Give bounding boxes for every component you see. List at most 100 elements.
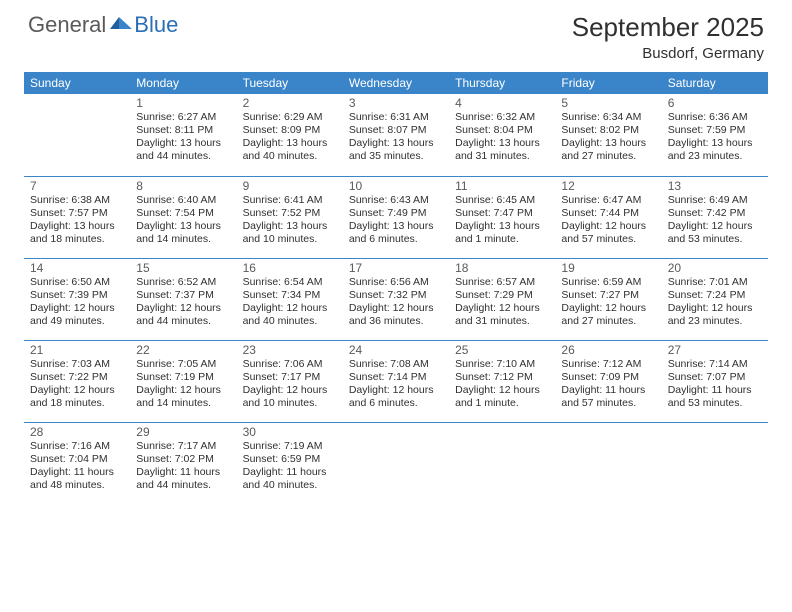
cell-text: Sunrise: 7:01 AM bbox=[668, 276, 762, 289]
calendar-body: 1Sunrise: 6:27 AMSunset: 8:11 PMDaylight… bbox=[24, 94, 768, 504]
cell-text: Daylight: 13 hours bbox=[30, 220, 124, 233]
cell-text: Sunrise: 7:05 AM bbox=[136, 358, 230, 371]
cell-text: and 57 minutes. bbox=[561, 233, 655, 246]
cell-text: Sunset: 7:19 PM bbox=[136, 371, 230, 384]
calendar-cell: 13Sunrise: 6:49 AMSunset: 7:42 PMDayligh… bbox=[662, 176, 768, 258]
logo-icon bbox=[108, 16, 132, 34]
cell-text: Daylight: 12 hours bbox=[30, 302, 124, 315]
cell-text: Sunset: 7:27 PM bbox=[561, 289, 655, 302]
cell-text: Sunrise: 7:14 AM bbox=[668, 358, 762, 371]
calendar-cell: 27Sunrise: 7:14 AMSunset: 7:07 PMDayligh… bbox=[662, 340, 768, 422]
day-number: 9 bbox=[243, 179, 337, 193]
cell-text: Sunset: 7:44 PM bbox=[561, 207, 655, 220]
cell-text: Sunrise: 6:45 AM bbox=[455, 194, 549, 207]
day-number: 1 bbox=[136, 96, 230, 110]
cell-text: Daylight: 13 hours bbox=[349, 220, 443, 233]
cell-text: Sunset: 7:47 PM bbox=[455, 207, 549, 220]
cell-text: Daylight: 13 hours bbox=[136, 137, 230, 150]
month-title: September 2025 bbox=[572, 12, 764, 43]
day-number: 18 bbox=[455, 261, 549, 275]
calendar-cell: 25Sunrise: 7:10 AMSunset: 7:12 PMDayligh… bbox=[449, 340, 555, 422]
cell-text: Sunrise: 6:57 AM bbox=[455, 276, 549, 289]
day-number: 8 bbox=[136, 179, 230, 193]
day-header-row: Sunday Monday Tuesday Wednesday Thursday… bbox=[24, 72, 768, 94]
cell-text: Sunrise: 7:17 AM bbox=[136, 440, 230, 453]
day-number: 17 bbox=[349, 261, 443, 275]
cell-text: Sunset: 6:59 PM bbox=[243, 453, 337, 466]
day-number: 23 bbox=[243, 343, 337, 357]
cell-text: and 14 minutes. bbox=[136, 397, 230, 410]
cell-text: Daylight: 12 hours bbox=[561, 302, 655, 315]
day-number: 27 bbox=[668, 343, 762, 357]
day-header: Saturday bbox=[662, 72, 768, 94]
cell-text: Sunset: 7:42 PM bbox=[668, 207, 762, 220]
cell-text: Daylight: 11 hours bbox=[136, 466, 230, 479]
logo: General Blue bbox=[28, 12, 178, 38]
calendar-table: Sunday Monday Tuesday Wednesday Thursday… bbox=[24, 72, 768, 504]
cell-text: and 18 minutes. bbox=[30, 397, 124, 410]
cell-text: Sunrise: 6:36 AM bbox=[668, 111, 762, 124]
cell-text: Sunset: 7:52 PM bbox=[243, 207, 337, 220]
calendar-cell: 2Sunrise: 6:29 AMSunset: 8:09 PMDaylight… bbox=[237, 94, 343, 176]
cell-text: Sunrise: 6:27 AM bbox=[136, 111, 230, 124]
cell-text: Daylight: 12 hours bbox=[136, 384, 230, 397]
calendar-week-row: 14Sunrise: 6:50 AMSunset: 7:39 PMDayligh… bbox=[24, 258, 768, 340]
cell-text: Sunrise: 6:40 AM bbox=[136, 194, 230, 207]
cell-text: Sunrise: 6:52 AM bbox=[136, 276, 230, 289]
cell-text: Daylight: 12 hours bbox=[561, 220, 655, 233]
cell-text: Sunset: 7:17 PM bbox=[243, 371, 337, 384]
cell-text: Sunrise: 6:32 AM bbox=[455, 111, 549, 124]
cell-text: Daylight: 13 hours bbox=[455, 220, 549, 233]
day-number: 24 bbox=[349, 343, 443, 357]
day-number: 12 bbox=[561, 179, 655, 193]
cell-text: Sunset: 8:11 PM bbox=[136, 124, 230, 137]
cell-text: Daylight: 11 hours bbox=[561, 384, 655, 397]
calendar-cell: 17Sunrise: 6:56 AMSunset: 7:32 PMDayligh… bbox=[343, 258, 449, 340]
cell-text: Sunset: 7:12 PM bbox=[455, 371, 549, 384]
cell-text: Sunset: 7:34 PM bbox=[243, 289, 337, 302]
logo-text-general: General bbox=[28, 12, 106, 38]
cell-text: Sunrise: 6:34 AM bbox=[561, 111, 655, 124]
day-number: 7 bbox=[30, 179, 124, 193]
cell-text: Sunset: 8:04 PM bbox=[455, 124, 549, 137]
cell-text: Sunrise: 7:08 AM bbox=[349, 358, 443, 371]
cell-text: and 36 minutes. bbox=[349, 315, 443, 328]
cell-text: and 10 minutes. bbox=[243, 233, 337, 246]
cell-text: Sunrise: 7:10 AM bbox=[455, 358, 549, 371]
calendar-cell: 16Sunrise: 6:54 AMSunset: 7:34 PMDayligh… bbox=[237, 258, 343, 340]
cell-text: Sunset: 7:14 PM bbox=[349, 371, 443, 384]
cell-text: and 40 minutes. bbox=[243, 150, 337, 163]
cell-text: Daylight: 12 hours bbox=[668, 302, 762, 315]
cell-text: Sunset: 7:32 PM bbox=[349, 289, 443, 302]
cell-text: and 6 minutes. bbox=[349, 233, 443, 246]
cell-text: Sunset: 7:54 PM bbox=[136, 207, 230, 220]
calendar-cell: 8Sunrise: 6:40 AMSunset: 7:54 PMDaylight… bbox=[130, 176, 236, 258]
cell-text: and 35 minutes. bbox=[349, 150, 443, 163]
calendar-cell: 21Sunrise: 7:03 AMSunset: 7:22 PMDayligh… bbox=[24, 340, 130, 422]
cell-text: Daylight: 12 hours bbox=[243, 384, 337, 397]
cell-text: Sunset: 7:04 PM bbox=[30, 453, 124, 466]
calendar-week-row: 1Sunrise: 6:27 AMSunset: 8:11 PMDaylight… bbox=[24, 94, 768, 176]
cell-text: Daylight: 13 hours bbox=[561, 137, 655, 150]
cell-text: Daylight: 13 hours bbox=[243, 137, 337, 150]
location: Busdorf, Germany bbox=[572, 45, 764, 62]
calendar-cell: 1Sunrise: 6:27 AMSunset: 8:11 PMDaylight… bbox=[130, 94, 236, 176]
calendar-cell: 18Sunrise: 6:57 AMSunset: 7:29 PMDayligh… bbox=[449, 258, 555, 340]
cell-text: and 44 minutes. bbox=[136, 479, 230, 492]
cell-text: Daylight: 12 hours bbox=[243, 302, 337, 315]
cell-text: Daylight: 12 hours bbox=[349, 384, 443, 397]
day-number: 5 bbox=[561, 96, 655, 110]
day-number: 4 bbox=[455, 96, 549, 110]
calendar-cell bbox=[662, 422, 768, 504]
cell-text: Sunset: 7:02 PM bbox=[136, 453, 230, 466]
cell-text: and 48 minutes. bbox=[30, 479, 124, 492]
header: General Blue September 2025 Busdorf, Ger… bbox=[0, 0, 792, 66]
calendar-cell: 24Sunrise: 7:08 AMSunset: 7:14 PMDayligh… bbox=[343, 340, 449, 422]
calendar-cell: 20Sunrise: 7:01 AMSunset: 7:24 PMDayligh… bbox=[662, 258, 768, 340]
logo-text-blue: Blue bbox=[134, 12, 178, 38]
cell-text: Daylight: 12 hours bbox=[668, 220, 762, 233]
cell-text: Daylight: 12 hours bbox=[136, 302, 230, 315]
day-number: 6 bbox=[668, 96, 762, 110]
cell-text: Daylight: 12 hours bbox=[455, 302, 549, 315]
calendar-cell: 6Sunrise: 6:36 AMSunset: 7:59 PMDaylight… bbox=[662, 94, 768, 176]
